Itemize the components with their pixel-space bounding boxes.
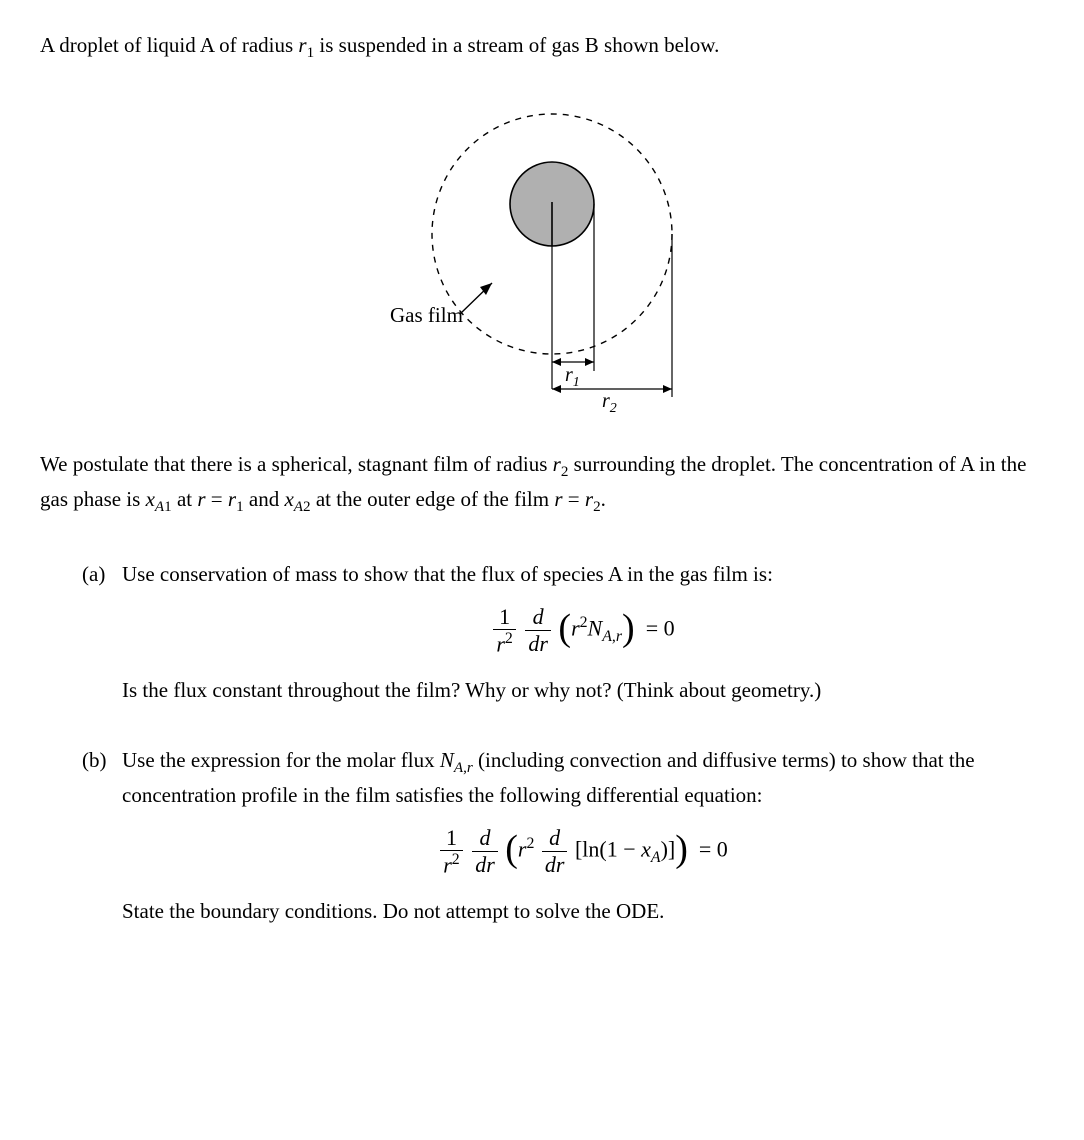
label-gas-film: Gas film <box>390 303 463 327</box>
equation-b: 1r2 ddr (r2 ddr [ln(1 − xA)]) = 0 <box>122 825 1044 878</box>
gas-film-diagram: Gas film r1 r2 <box>352 89 732 419</box>
postulate-text: We postulate that there is a spherical, … <box>40 449 1044 519</box>
r1-arrow-left <box>552 358 561 366</box>
question-a-marker: (a) <box>82 559 122 725</box>
label-r2: r2 <box>602 390 617 416</box>
question-b-marker: (b) <box>82 745 122 946</box>
label-r1: r1 <box>565 364 580 390</box>
question-b-prompt: Use the expression for the molar flux NA… <box>122 745 1044 811</box>
r1-arrow-right <box>585 358 594 366</box>
question-a-prompt: Use conservation of mass to show that th… <box>122 559 1044 589</box>
question-a: (a) Use conservation of mass to show tha… <box>82 559 1044 725</box>
question-b: (b) Use the expression for the molar flu… <box>82 745 1044 946</box>
question-b-followup: State the boundary conditions. Do not at… <box>122 896 1044 926</box>
intro-text: A droplet of liquid A of radius r1 is su… <box>40 30 1044 65</box>
question-a-followup: Is the flux constant throughout the film… <box>122 675 1044 705</box>
figure-gas-film: Gas film r1 r2 <box>40 89 1044 419</box>
r2-arrow-left <box>552 385 561 393</box>
equation-a: 1r2 ddr (r2NA,r) = 0 <box>122 604 1044 657</box>
r2-arrow-right <box>663 385 672 393</box>
